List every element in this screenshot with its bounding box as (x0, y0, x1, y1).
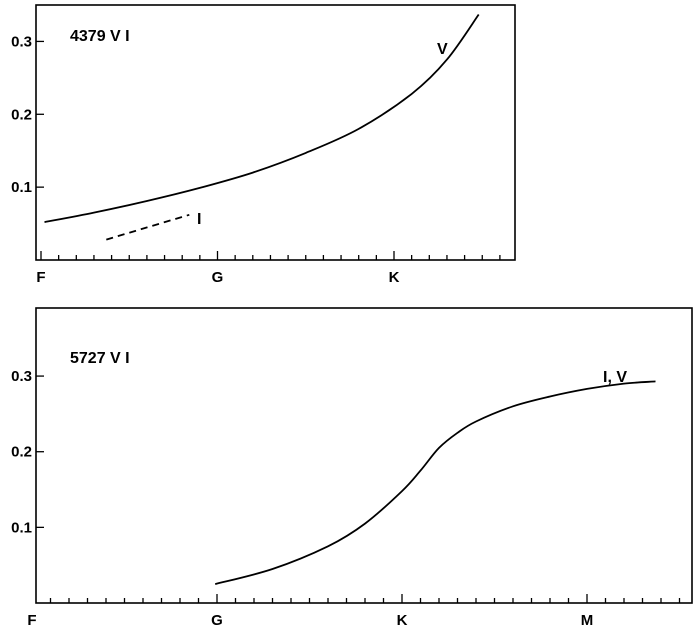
series-line-iv (214, 380, 656, 585)
x-tick-label: G (211, 612, 223, 629)
y-tick-label: 0.1 (11, 519, 32, 536)
series-line-i (106, 213, 190, 241)
x-tick-label: F (36, 269, 45, 286)
y-tick-label: 0.3 (11, 368, 32, 385)
y-tick-label: 0.2 (11, 106, 32, 123)
plot-frame (35, 4, 516, 261)
series-annotation: I (197, 211, 201, 228)
x-tick-label: G (212, 269, 224, 286)
series-annotation: V (437, 41, 448, 58)
y-tick-label: 0.1 (11, 179, 32, 196)
chart-title: 5727 V I (70, 350, 130, 367)
chart-panel-5727: 5727 V I F G K M 0.1 0.2 0.3 I, V (11, 307, 693, 629)
series-line-v (44, 13, 480, 223)
x-tick-label: K (397, 612, 408, 629)
y-tick-label: 0.3 (11, 33, 32, 50)
y-tick-label: 0.2 (11, 444, 32, 461)
plot-frame (35, 307, 693, 604)
series-annotation: I, V (603, 369, 627, 386)
chart-title: 4379 V I (70, 28, 130, 45)
chart-panel-4379: 4379 V I F G K 0.1 0.2 0.3 V I (11, 4, 516, 286)
x-tick-label: F (27, 612, 36, 629)
x-tick-label: M (581, 612, 594, 629)
x-tick-label: K (389, 269, 400, 286)
